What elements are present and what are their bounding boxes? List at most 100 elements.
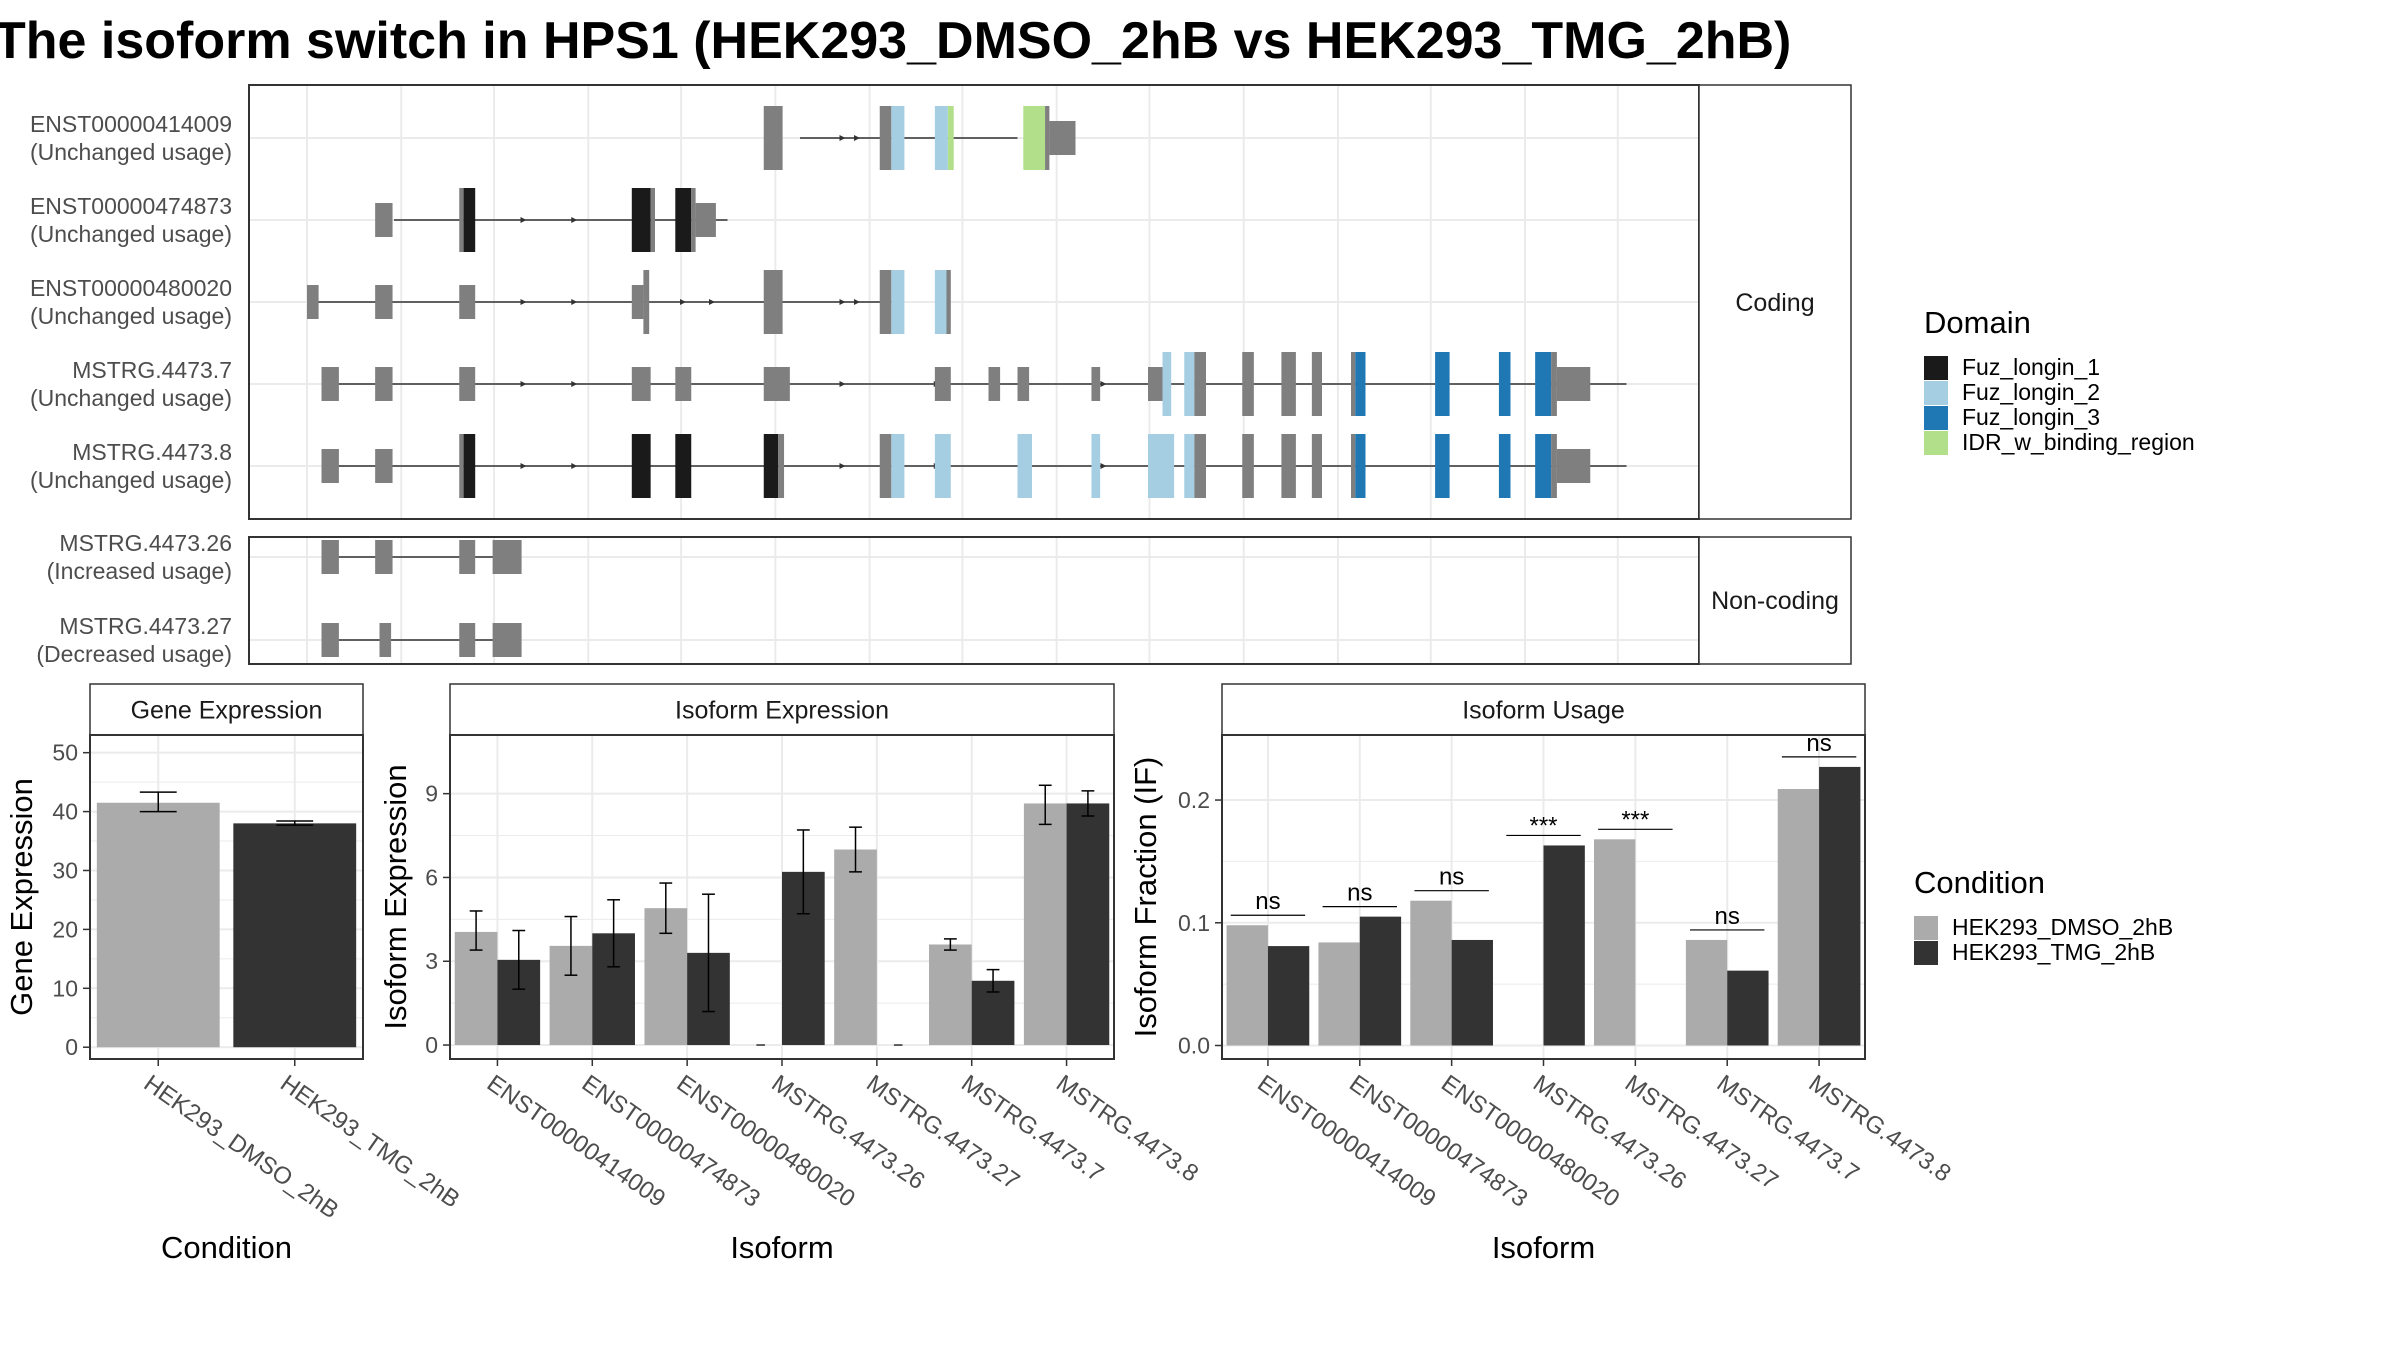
domain-exon <box>1017 434 1032 498</box>
isoform-track <box>763 106 1076 170</box>
coding-strip-box <box>1698 84 1852 520</box>
strand-arrow <box>571 381 578 387</box>
chart-title: Isoform Expression <box>675 697 889 725</box>
y-tick-label: 3 <box>425 948 438 974</box>
exon <box>631 367 651 401</box>
significance-label: ns <box>1255 888 1280 915</box>
exon <box>1281 352 1296 416</box>
exon <box>459 434 464 498</box>
exon <box>459 367 476 401</box>
isoform-id-label: MSTRG.4473.8 <box>72 439 232 465</box>
x-axis-title: Isoform <box>730 1230 833 1265</box>
bar <box>1267 946 1310 1046</box>
y-tick-label: 0.2 <box>1178 787 1210 813</box>
exon <box>375 540 393 574</box>
significance-label: ns <box>1806 730 1831 757</box>
strand-arrow <box>854 299 860 305</box>
isoform-id-label: MSTRG.4473.7 <box>72 357 232 383</box>
domain-exon <box>1023 106 1046 170</box>
domain-legend-swatch <box>1924 431 1948 455</box>
exon <box>459 285 476 319</box>
noncoding-strip-box <box>1698 536 1852 665</box>
exon <box>492 540 522 574</box>
y-axis-title: Isoform Expression <box>378 764 413 1029</box>
exon <box>1551 352 1557 416</box>
domain-exon <box>891 434 905 498</box>
domain-legend: Domain Fuz_longin_1Fuz_longin_2Fuz_longi… <box>1924 305 2195 455</box>
coding-strip-label: Coding <box>1735 289 1814 317</box>
y-axis-title: Isoform Fraction (IF) <box>1128 757 1163 1038</box>
domain-exon <box>631 188 651 252</box>
significance-label: *** <box>1621 806 1649 833</box>
significance-label: ns <box>1715 903 1740 930</box>
condition-legend-label: HEK293_TMG_2hB <box>1952 939 2155 965</box>
domain-exon <box>1498 352 1511 416</box>
domain-exon <box>1162 352 1172 416</box>
y-tick-label: 0.0 <box>1178 1033 1210 1059</box>
bar <box>834 849 877 1046</box>
coding-isoform-tracks <box>307 106 1627 498</box>
strand-arrow <box>571 217 578 223</box>
chart-title: Gene Expression <box>131 697 323 725</box>
exon <box>1551 434 1557 498</box>
y-tick-label: 0 <box>65 1034 78 1060</box>
bar <box>929 944 972 1046</box>
isoform-track <box>321 623 522 657</box>
domain-legend-label: Fuz_longin_1 <box>1962 354 2100 380</box>
exon <box>459 623 476 657</box>
x-axis-title: Isoform <box>1492 1230 1595 1265</box>
bar <box>1318 942 1360 1046</box>
strand-arrow <box>854 135 860 141</box>
x-axis-title: Condition <box>161 1230 292 1265</box>
exon <box>375 203 393 237</box>
chart-strip <box>1221 683 1866 736</box>
exon <box>307 285 319 319</box>
exon <box>879 434 892 498</box>
y-tick-label: 6 <box>425 864 438 890</box>
noncoding-panel-background <box>249 537 1699 664</box>
exon <box>778 434 785 498</box>
domain-exon <box>1435 352 1450 416</box>
bar <box>1359 916 1402 1046</box>
domain-exon <box>934 106 948 170</box>
figure-title: The isoform switch in HPS1 (HEK293_DMSO_… <box>0 12 1791 70</box>
exon <box>934 367 951 401</box>
exon <box>1091 367 1101 401</box>
strand-arrow <box>839 135 846 141</box>
exon <box>321 540 339 574</box>
strand-arrow <box>520 381 527 387</box>
strand-arrow <box>571 299 578 305</box>
domain-exon <box>1435 434 1450 498</box>
exon <box>643 270 650 334</box>
isoform-usage-label: (Unchanged usage) <box>30 303 232 329</box>
isoform-id-label: MSTRG.4473.26 <box>59 530 232 556</box>
isoform-id-label: ENST00000474873 <box>30 193 232 219</box>
exon <box>459 540 476 574</box>
bar <box>1819 766 1861 1046</box>
isoform-usage-label: (Increased usage) <box>47 558 232 584</box>
strand-arrow <box>520 463 527 469</box>
domain-exon <box>675 188 692 252</box>
domain-exon <box>1148 434 1175 498</box>
exon <box>1194 434 1206 498</box>
chart-plot-border <box>89 734 364 1060</box>
y-tick-label: 9 <box>425 781 438 807</box>
domain-exon <box>891 270 905 334</box>
domain-exon <box>1091 434 1101 498</box>
exon <box>1194 352 1206 416</box>
isoform-track <box>375 188 728 252</box>
y-tick-label: 30 <box>52 857 78 883</box>
isoform-usage-label: (Unchanged usage) <box>30 385 232 411</box>
domain-legend-swatch <box>1924 356 1948 380</box>
exon <box>375 285 393 319</box>
exon <box>375 367 393 401</box>
exon <box>1049 121 1076 155</box>
strand-arrow <box>839 463 846 469</box>
exon <box>1242 352 1254 416</box>
strand-arrow <box>1100 463 1107 469</box>
exon <box>1351 352 1356 416</box>
exon <box>459 188 464 252</box>
significance-label: ns <box>1347 880 1372 907</box>
